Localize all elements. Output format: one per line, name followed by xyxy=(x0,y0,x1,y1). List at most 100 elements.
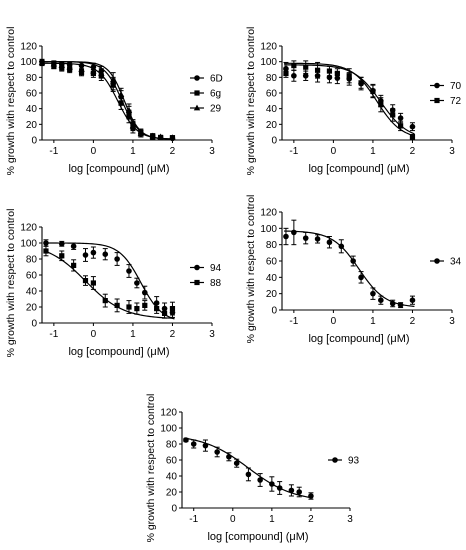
x-axis-label: log [compound] (μM) xyxy=(308,163,409,175)
data-point xyxy=(397,302,404,308)
series-72 xyxy=(283,60,416,140)
data-point xyxy=(59,253,65,259)
data-point xyxy=(58,62,65,68)
x-tick-label: 0 xyxy=(230,514,236,525)
data-point xyxy=(314,236,321,242)
data-point xyxy=(114,302,120,308)
x-tick-label: 2 xyxy=(410,316,416,327)
y-tick-label: 60 xyxy=(26,271,38,282)
y-tick-label: 40 xyxy=(266,104,278,115)
series-93 xyxy=(183,437,314,500)
legend-marker xyxy=(194,75,200,81)
data-point xyxy=(257,477,263,483)
data-point xyxy=(283,70,289,77)
data-point xyxy=(245,471,252,478)
fit-curve-6D xyxy=(43,61,175,140)
data-point xyxy=(90,280,96,286)
legend-label: 70 xyxy=(450,81,462,92)
data-point xyxy=(370,290,376,297)
x-tick-label: 3 xyxy=(449,146,455,157)
data-point xyxy=(78,66,85,72)
data-point xyxy=(276,485,283,491)
y-tick-label: 120 xyxy=(20,42,37,53)
data-point xyxy=(390,112,396,118)
data-point xyxy=(154,306,160,312)
y-axis-label: % growth with respect to control xyxy=(245,195,257,344)
chart-panel-3: 0 20 40 60 80 100 120 -1 0 1 2 3 log [compound] (μM)… xyxy=(5,209,222,358)
data-point xyxy=(70,243,77,249)
x-tick-label: 1 xyxy=(370,316,376,327)
chart-panel-4: 0 20 40 60 80 100 120 -1 0 1 2 3 log [compound] (μM)… xyxy=(245,195,462,345)
x-tick-label: 2 xyxy=(170,146,176,157)
y-tick-label: 40 xyxy=(26,287,38,298)
data-point xyxy=(98,70,105,76)
legend-marker xyxy=(194,264,200,271)
data-point xyxy=(346,73,352,79)
y-tick-label: 20 xyxy=(266,289,278,300)
data-point xyxy=(157,133,164,140)
legend-marker xyxy=(193,104,201,111)
data-point xyxy=(303,64,309,70)
data-point xyxy=(409,123,416,130)
y-tick-label: 60 xyxy=(266,257,278,268)
legend-entry-34: 34 xyxy=(430,257,462,268)
data-point xyxy=(302,235,309,241)
data-point xyxy=(358,80,364,86)
legend-marker xyxy=(194,279,200,286)
y-tick-label: 80 xyxy=(266,240,278,251)
data-point xyxy=(126,304,132,310)
y-tick-label: 20 xyxy=(266,120,278,131)
data-point xyxy=(214,449,220,455)
y-tick-label: 100 xyxy=(160,424,177,435)
x-tick-label: -1 xyxy=(189,514,198,525)
x-axis-label: log [compound] (μM) xyxy=(68,163,169,175)
data-point xyxy=(125,106,133,113)
series-6g xyxy=(39,60,176,141)
data-point xyxy=(202,442,209,449)
legend-label: 94 xyxy=(210,263,222,274)
data-point xyxy=(291,229,297,236)
legend-entry-6g: 6g xyxy=(190,89,221,100)
data-point xyxy=(118,100,124,106)
data-point xyxy=(291,62,297,69)
data-point xyxy=(314,67,321,73)
x-tick-label: 0 xyxy=(91,146,97,157)
data-point xyxy=(43,248,49,254)
x-tick-label: -1 xyxy=(289,316,298,327)
x-tick-label: 2 xyxy=(308,514,314,525)
data-point xyxy=(169,134,176,141)
y-tick-label: 80 xyxy=(166,440,178,451)
data-point xyxy=(398,123,404,129)
data-point xyxy=(334,70,340,77)
y-tick-label: 60 xyxy=(26,89,38,100)
data-point xyxy=(308,493,314,499)
legend-marker xyxy=(434,82,440,89)
data-point xyxy=(161,310,168,316)
y-tick-label: 100 xyxy=(20,239,37,250)
series-29 xyxy=(38,59,176,141)
data-point xyxy=(82,252,89,258)
x-tick-label: -1 xyxy=(49,329,58,340)
x-tick-label: 3 xyxy=(209,146,215,157)
y-tick-label: 80 xyxy=(26,255,38,266)
data-point xyxy=(190,441,197,447)
data-point xyxy=(153,300,160,306)
y-tick-label: 0 xyxy=(31,319,37,330)
data-point xyxy=(358,274,364,281)
data-point xyxy=(117,91,125,97)
y-tick-label: 20 xyxy=(26,120,38,131)
data-point xyxy=(137,130,145,137)
data-point xyxy=(114,256,120,262)
legend-label: 93 xyxy=(348,456,360,467)
data-point xyxy=(142,302,148,308)
y-tick-label: 80 xyxy=(266,73,278,84)
data-point xyxy=(50,60,58,67)
data-point xyxy=(126,268,132,274)
fit-curve-88 xyxy=(43,250,175,319)
data-point xyxy=(302,72,309,79)
data-point xyxy=(90,67,97,74)
data-point xyxy=(326,68,333,74)
y-tick-label: 120 xyxy=(20,223,37,234)
series-34 xyxy=(283,219,416,309)
